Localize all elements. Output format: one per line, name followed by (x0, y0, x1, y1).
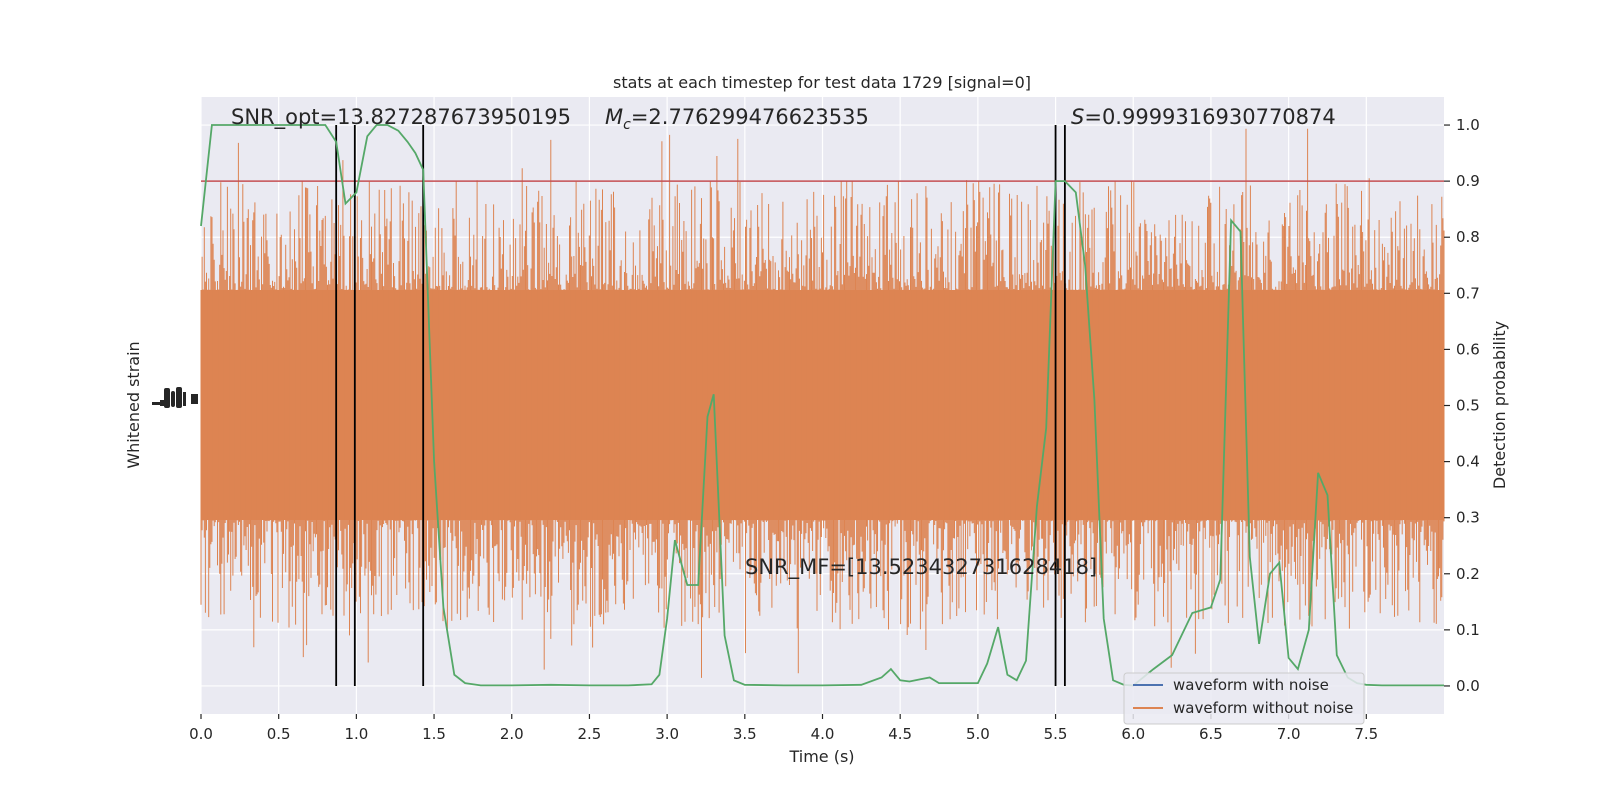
left-y-axis-label: Whitened strain (124, 341, 143, 468)
s-symbol: S (1071, 105, 1084, 129)
x-axis-label: Time (s) (788, 747, 854, 766)
right-tick-label-6: 0.6 (1456, 340, 1480, 358)
x-tick-label-9: 4.5 (888, 725, 912, 743)
right-tick-label-5: 0.5 (1456, 397, 1480, 415)
snr-mf-annotation: SNR_MF=[13.523432731628418] (745, 555, 1097, 580)
x-tick-label-11: 5.5 (1044, 725, 1068, 743)
x-tick-label-12: 6.0 (1121, 725, 1145, 743)
chirp-mass-subscript: c (623, 117, 631, 133)
right-tick-label-7: 0.7 (1456, 284, 1480, 302)
s-annotation: S=0.9999316930770874 (1071, 105, 1336, 129)
x-tick-label-8: 4.0 (811, 725, 835, 743)
right-tick-label-4: 0.4 (1456, 453, 1480, 471)
x-tick-label-3: 1.5 (422, 725, 446, 743)
right-tick-label-0: 0.0 (1456, 677, 1480, 695)
legend: waveform with noise waveform without noi… (1123, 672, 1365, 725)
legend-label-with-noise: waveform with noise (1173, 676, 1329, 694)
x-tick-label-1: 0.5 (267, 725, 291, 743)
vertical-marker-lines (335, 125, 1066, 686)
right-tick-label-2: 0.2 (1456, 565, 1480, 583)
s-value: =0.9999316930770874 (1084, 105, 1335, 129)
right-axis-ticks: 0.0 0.1 0.2 0.3 0.4 0.5 0.6 0.7 0.8 0.9 1.0 (1444, 116, 1480, 695)
x-tick-label-2: 1.0 (344, 725, 368, 743)
x-axis-ticks: 0.0 0.5 1.0 1.5 2.0 2.5 3.0 3.5 4.0 4.5 5.0 5.5 6.0 6… (189, 714, 1378, 743)
legend-box (1123, 672, 1365, 725)
x-tick-label-4: 2.0 (500, 725, 524, 743)
x-tick-label-13: 6.5 (1199, 725, 1223, 743)
strain-series-without-noise (200, 128, 1445, 678)
right-tick-label-9: 0.9 (1456, 172, 1480, 190)
snr-opt-annotation: SNR_opt=13.827287673950195 (231, 105, 571, 130)
right-y-axis-label: Detection probability (1490, 321, 1509, 489)
x-tick-label-15: 7.5 (1354, 725, 1378, 743)
chart-title: stats at each timestep for test data 172… (613, 73, 1031, 92)
left-axis-tick-clutter (152, 387, 198, 408)
right-tick-label-3: 0.3 (1456, 509, 1480, 527)
x-tick-label-0: 0.0 (189, 725, 213, 743)
right-tick-label-10: 1.0 (1456, 116, 1480, 134)
detection-probability-line (200, 124, 1444, 687)
chirp-mass-annotation: Mc=2.776299476623535 (605, 105, 869, 133)
right-tick-label-1: 0.1 (1456, 621, 1480, 639)
legend-label-without-noise: waveform without noise (1173, 699, 1353, 717)
chirp-mass-value: =2.776299476623535 (631, 105, 869, 129)
x-tick-label-6: 3.0 (655, 725, 679, 743)
chirp-mass-symbol: M (605, 105, 623, 129)
x-tick-label-14: 7.0 (1277, 725, 1301, 743)
strain-spikes (200, 128, 1445, 678)
x-tick-label-5: 2.5 (578, 725, 602, 743)
x-tick-label-10: 5.0 (966, 725, 990, 743)
right-tick-label-8: 0.8 (1456, 228, 1480, 246)
x-tick-label-7: 3.5 (733, 725, 757, 743)
